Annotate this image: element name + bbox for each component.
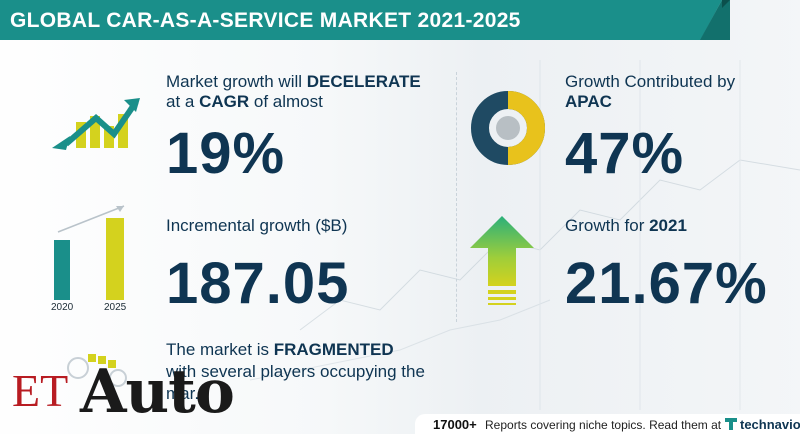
page-title: GLOBAL CAR-AS-A-SERVICE MARKET 2021-2025: [10, 9, 521, 32]
technavio-icon: [725, 418, 737, 430]
et-logo: ET: [12, 365, 69, 416]
donut-icon: [471, 91, 545, 165]
cagr-value: 19%: [166, 121, 286, 186]
cagr-label-line1: Market growth will DECELERATE: [166, 72, 421, 91]
trend-down-icon: [52, 98, 140, 150]
apac-label-line1: Growth Contributed by: [565, 72, 736, 91]
column-divider: [456, 72, 457, 322]
market-label-line2: with several players occupying the: [166, 362, 425, 381]
market-label-line1: The market is FRAGMENTED: [166, 340, 394, 359]
title-banner: [0, 0, 722, 40]
banner-fold: [700, 0, 730, 40]
cagr-label-line2: at a CAGR of almost: [166, 92, 323, 111]
footer-brand[interactable]: technavio: [740, 417, 800, 432]
incremental-label: Incremental growth ($B): [166, 216, 348, 235]
growth-2021-label: Growth for 2021: [565, 216, 687, 235]
footer-text: Reports covering niche topics. Read them…: [485, 418, 722, 432]
players-icon: [67, 354, 127, 387]
incremental-value: 187.05: [166, 251, 350, 316]
growth-2021-value: 21.67%: [565, 251, 768, 316]
bar-year-2025: 2025: [104, 302, 127, 313]
footer-bar: 17000+ Reports covering niche topics. Re…: [415, 414, 800, 434]
apac-label-line2: APAC: [565, 92, 612, 111]
growth-bars-icon: [54, 205, 125, 300]
bar-year-2020: 2020: [51, 302, 74, 313]
apac-value: 47%: [565, 121, 685, 186]
auto-logo: Auto: [80, 357, 235, 427]
arrow-up-icon: [470, 216, 534, 305]
footer-report-count: 17000+: [433, 417, 477, 432]
market-label-line3: mar...: [166, 384, 209, 403]
